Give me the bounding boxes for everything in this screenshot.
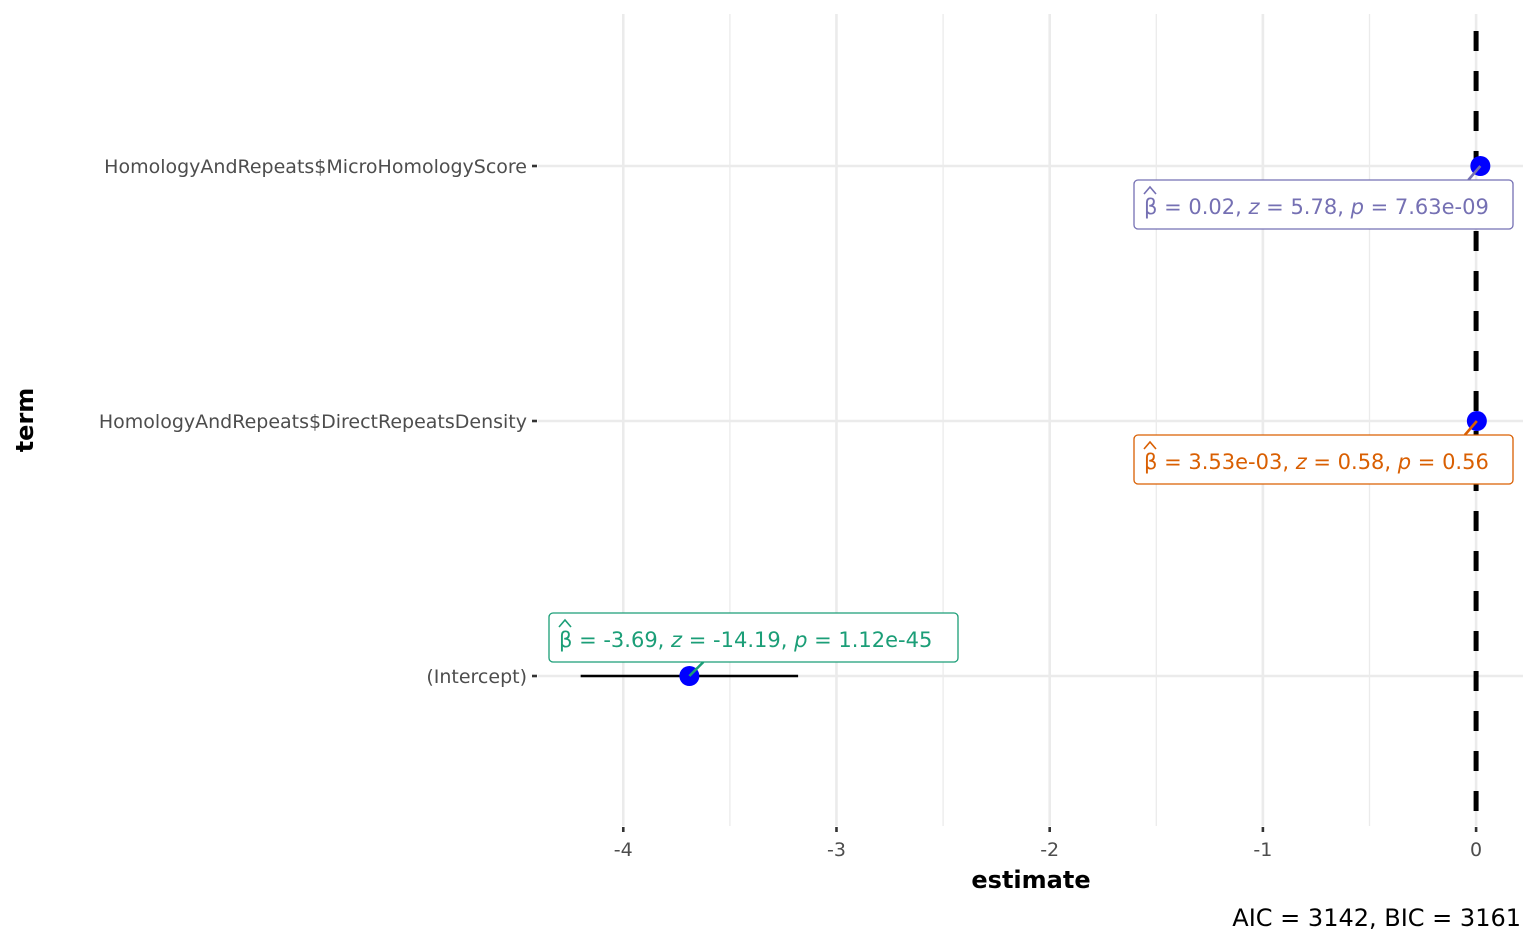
y-axis: (Intercept) HomologyAndRepeats$DirectRepe… [99,156,537,688]
x-tick-label: 0 [1470,839,1482,861]
coefficient-label: β = 0.02, z = 5.78, p = 7.63e-09 [1144,195,1489,219]
x-tick-label: -2 [1040,839,1059,861]
model-fit-caption: AIC = 3142, BIC = 3161 [1232,904,1521,932]
x-tick-label: -1 [1253,839,1272,861]
beta-hat-icon [558,618,572,628]
data-labels: β = -3.69, z = -14.19, p = 1.12e-45 β = 3… [548,165,1514,677]
beta-hat-icon [1143,185,1157,195]
label-box [548,612,959,663]
y-tick-label: (Intercept) [426,666,527,688]
label-leader [1463,420,1478,436]
label-leader [1467,165,1482,181]
beta-hat-icon [1143,440,1157,450]
coefficient-label: β = -3.69, z = -14.19, p = 1.12e-45 [559,628,932,652]
y-axis-title: term [11,388,39,453]
x-tick-label: -3 [827,839,846,861]
label-box [1133,179,1514,230]
y-tick-label: HomologyAndRepeats$MicroHomologyScore [104,156,527,178]
label-box [1133,434,1514,485]
grid [538,14,1523,826]
x-axis-title: estimate [971,866,1090,894]
coefficient-label: β = 3.53e-03, z = 0.58, p = 0.56 [1144,450,1489,474]
x-axis: -4 -3 -2 -1 0 [614,827,1482,861]
label-leader [688,661,705,677]
x-tick-label: -4 [614,839,633,861]
y-tick-label: HomologyAndRepeats$DirectRepeatsDensity [99,411,527,433]
